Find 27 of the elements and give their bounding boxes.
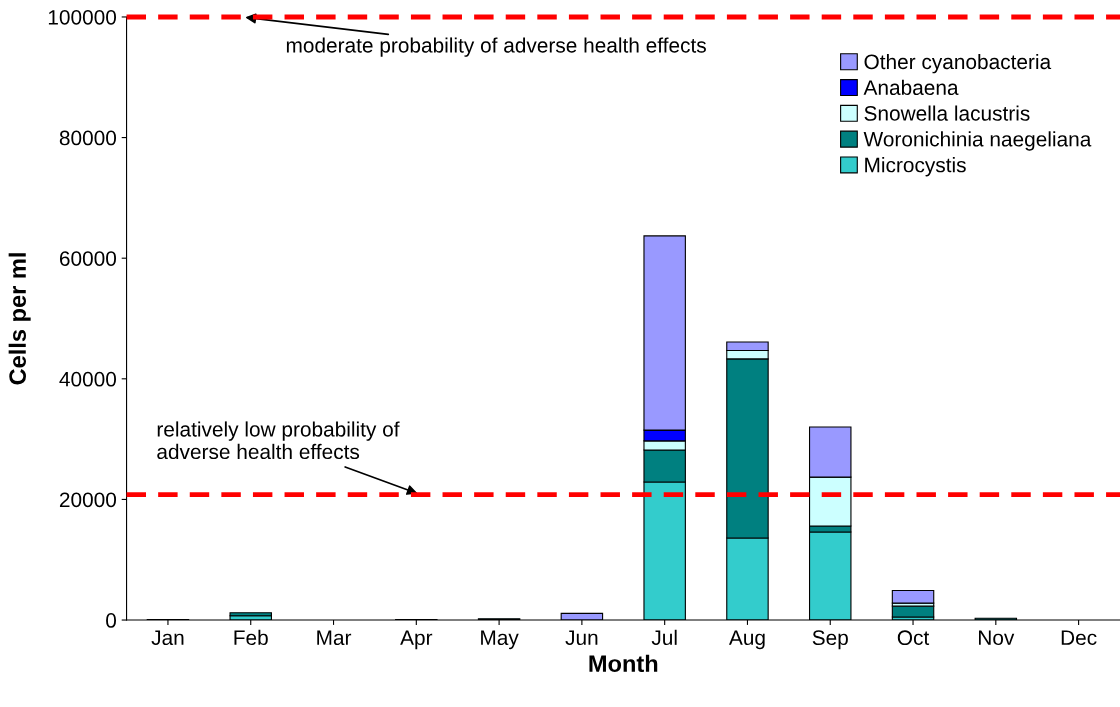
y-tick-label: 60000 (59, 251, 117, 266)
x-tick-label: Oct (897, 630, 930, 646)
legend-label: Anabaena (863, 79, 959, 95)
legend-label: Other cyanobacteria (864, 53, 1052, 74)
legend-label: Microcystis (865, 157, 966, 177)
annotation: moderate probability of adverse health effects (286, 37, 706, 57)
x-axis-title: Month (589, 654, 658, 673)
y-tick-label: 100000 (48, 9, 117, 25)
x-tick-label: Sep (812, 630, 848, 650)
y-tick-label: 0 (106, 613, 117, 628)
x-tick-label: Dec (1061, 630, 1097, 646)
x-tick-label: Jun (565, 630, 598, 646)
x-tick-label: Mar (317, 630, 352, 646)
legend-label: Woronichinia naegeliana (863, 131, 1092, 151)
x-tick-label: Apr (400, 630, 433, 650)
x-tick-label: May (481, 630, 519, 650)
x-tick-label: Jul (651, 629, 677, 646)
y-tick-label: 20000 (59, 492, 117, 508)
y-axis-title: Cells per ml (8, 253, 31, 385)
annotation: relatively low probability of adverse health effects (157, 421, 400, 460)
y-tick-label: 40000 (59, 371, 117, 387)
legend-label: Snowella lacustris (864, 105, 1030, 121)
x-tick-label: Aug (728, 630, 765, 650)
x-tick-label: Feb (234, 629, 268, 646)
y-tick-label: 80000 (59, 130, 117, 146)
x-tick-label: Nov (979, 630, 1015, 646)
x-tick-label: Jan (151, 630, 184, 646)
